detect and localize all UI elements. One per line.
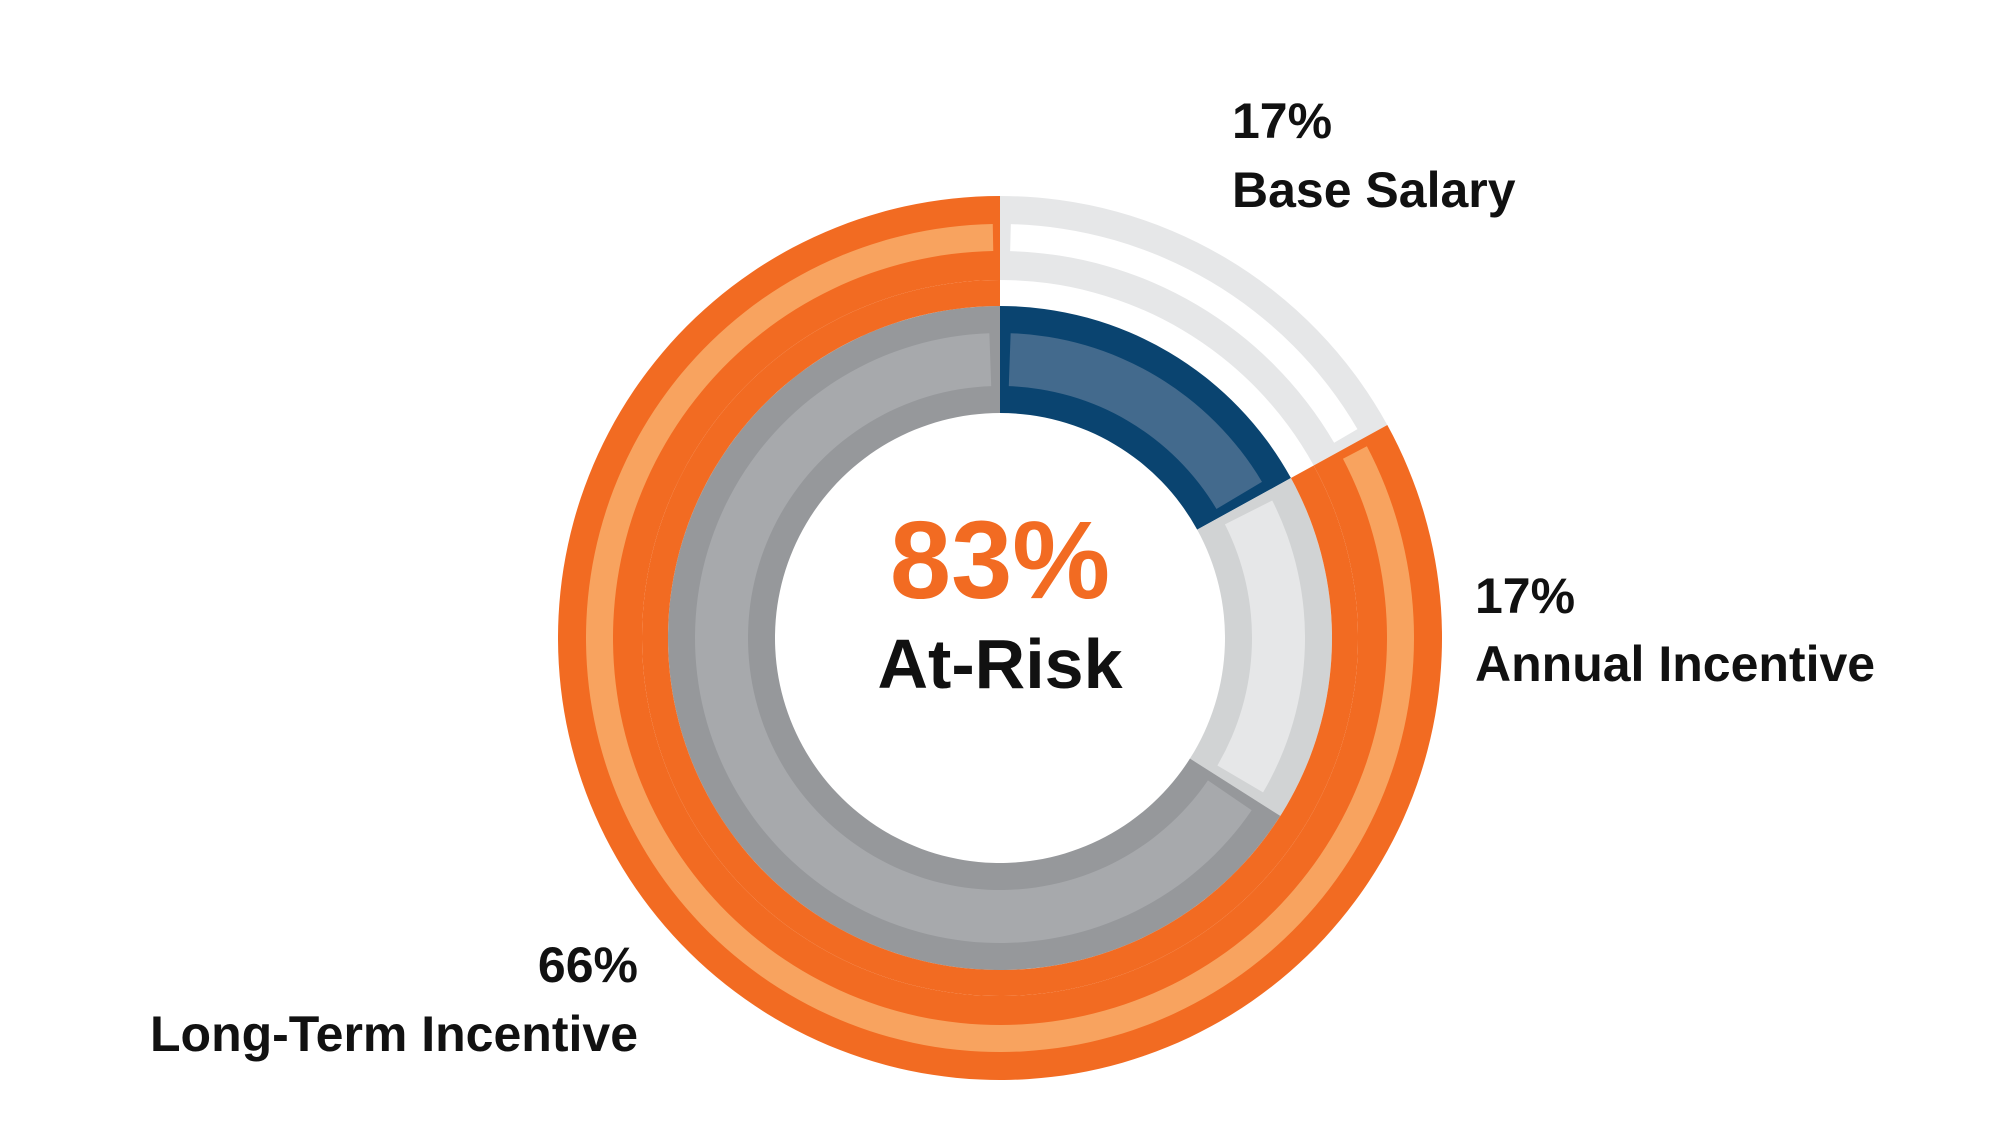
outer-slice-base-salary xyxy=(1000,196,1388,466)
annual-incentive-name-label: Annual Incentive xyxy=(1475,636,1875,692)
donut-rings xyxy=(558,196,1443,1081)
long-term-incentive-pct-label: 66% xyxy=(538,937,638,993)
long-term-incentive-name-label: Long-Term Incentive xyxy=(150,1006,638,1062)
inner-slice-long-term-incentive xyxy=(668,305,1281,971)
annual-incentive-pct-label: 17% xyxy=(1475,568,1575,624)
inner-slice-base-salary-inner-band xyxy=(1008,333,1262,509)
base-salary-pct-label: 17% xyxy=(1232,93,1332,149)
base-salary-name-label: Base Salary xyxy=(1232,162,1516,218)
center-value: 83% xyxy=(890,499,1110,622)
inner-slice-annual-incentive-inner-band xyxy=(1217,500,1306,793)
center-label: At-Risk xyxy=(877,625,1122,703)
outer-slice-base-salary-inner-band xyxy=(1010,224,1358,443)
